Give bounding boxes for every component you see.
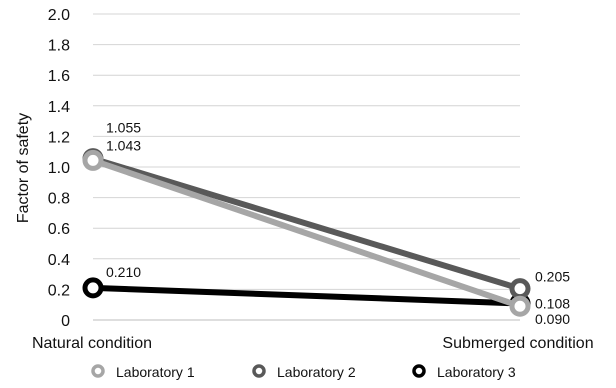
x-category-labels: Natural condition Submerged condition [32, 335, 594, 352]
legend-label: Laboratory 1 [116, 364, 195, 380]
y-tick-label: 1.0 [48, 160, 70, 177]
x-category-label: Submerged condition [442, 335, 593, 352]
legend-marker-icon [91, 364, 105, 378]
data-point [509, 278, 531, 300]
y-tick-label: 1.4 [48, 99, 70, 116]
series-line [90, 157, 523, 310]
y-tick-label: 0.6 [48, 221, 70, 238]
legend-label: Laboratory 3 [437, 364, 516, 380]
y-tick-labels: 2.0 1.8 1.6 1.4 1.2 1.0 0.8 0.6 0.4 0.2 0 [48, 7, 70, 330]
y-tick-label: 2.0 [48, 7, 70, 24]
y-axis-label: Factor of safety [15, 113, 32, 223]
series-line [90, 284, 523, 307]
series-laboratory-1 [82, 149, 531, 317]
data-label: 0.210 [106, 264, 141, 280]
data-label: 0.108 [535, 295, 570, 311]
legend-marker-icon [412, 364, 426, 378]
legend-marker-icon [252, 364, 266, 378]
legend-item: Laboratory 2 [252, 364, 356, 380]
y-tick-label: 0.4 [48, 252, 70, 269]
y-tick-label: 1.6 [48, 68, 70, 85]
data-label: 0.090 [535, 311, 570, 327]
legend-label: Laboratory 2 [277, 364, 356, 380]
series-line [90, 155, 523, 292]
data-label: 1.055 [106, 120, 141, 136]
x-category-label: Natural condition [32, 335, 152, 352]
data-point [82, 149, 104, 171]
y-tick-label: 0 [61, 313, 70, 330]
y-tick-label: 0.2 [48, 282, 70, 299]
series-laboratory-2 [82, 148, 531, 300]
data-label: 0.205 [535, 269, 570, 285]
y-tick-label: 0.8 [48, 191, 70, 208]
y-tick-label: 1.2 [48, 129, 70, 146]
data-label: 1.043 [106, 137, 141, 153]
legend-item: Laboratory 3 [412, 364, 516, 380]
data-point [509, 295, 531, 317]
data-point [82, 277, 104, 299]
legend: Laboratory 1 Laboratory 2 Laboratory 3 [91, 364, 516, 380]
y-tick-label: 1.8 [48, 38, 70, 55]
legend-item: Laboratory 1 [91, 364, 195, 380]
series-lines [82, 148, 531, 317]
grid-lines [93, 13, 520, 321]
